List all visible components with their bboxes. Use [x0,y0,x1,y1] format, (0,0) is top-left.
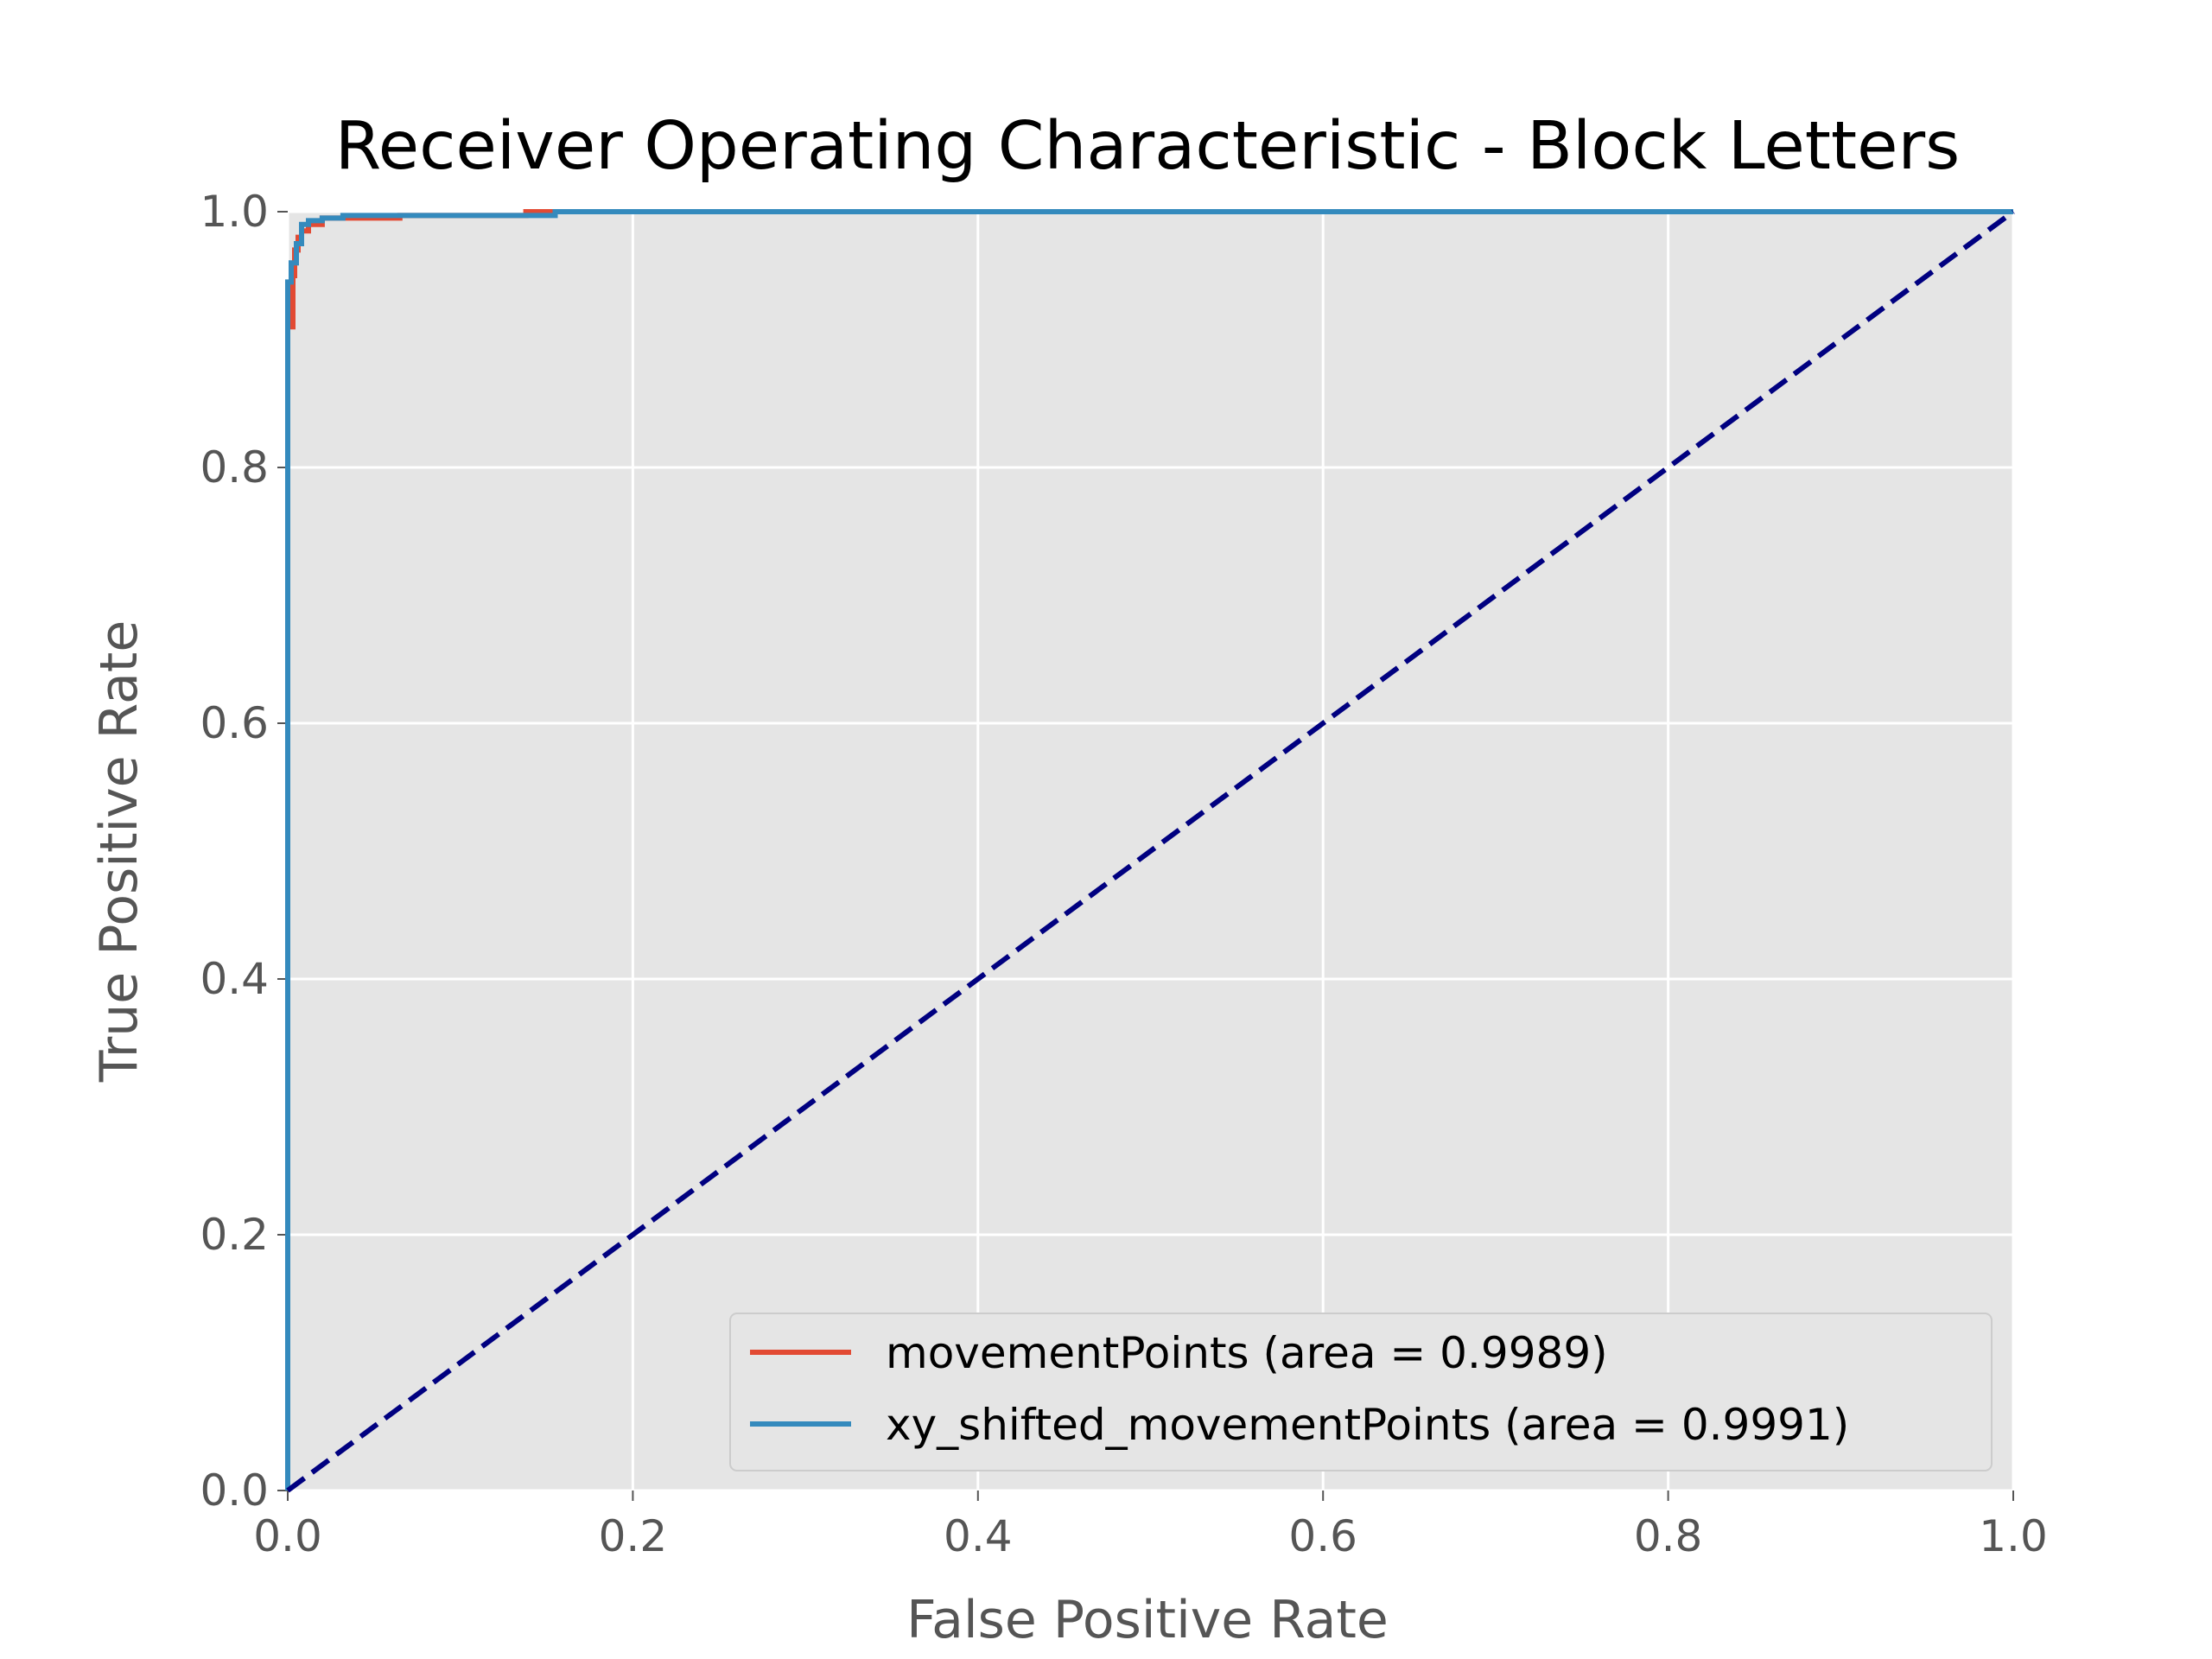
x-axis-label: False Positive Rate [906,1590,1389,1650]
x-tick-label: 1.0 [1979,1511,2048,1561]
y-tick-label: 0.4 [200,954,269,1004]
legend-entry-movementPoints: movementPoints (area = 0.9989) [886,1328,1608,1378]
y-tick-label: 1.0 [200,187,269,237]
x-tick-label: 0.4 [944,1511,1013,1561]
series-line-xy-shifted [285,209,2013,1491]
x-tick-label: 0.2 [599,1511,668,1561]
y-tick-label: 0.6 [200,698,269,748]
legend-entry-xy-shifted: xy_shifted_movementPoints (area = 0.9991… [886,1400,1849,1450]
chart-title: Receiver Operating Characteristic - Bloc… [335,108,1961,185]
y-tick-label: 0.0 [200,1465,269,1516]
y-tick-label: 0.2 [200,1210,269,1260]
series-lines [285,209,2015,1493]
x-tick-label: 0.6 [1288,1511,1357,1561]
legend-box [729,1313,1993,1471]
y-tick-label: 0.8 [200,442,269,493]
y-axis-label: True Positive Rate [89,620,149,1083]
ticks: 0.0 0.2 0.4 0.6 0.8 1.0 0.0 0.2 0.4 0.6 0.8 1.0 [200,187,2047,1561]
legend: movementPoints (area = 0.9989) xy_shifte… [729,1313,1993,1471]
x-tick-label: 0.0 [253,1511,322,1561]
x-tick-label: 0.8 [1634,1511,1703,1561]
chance-reference-line [286,209,2015,1493]
